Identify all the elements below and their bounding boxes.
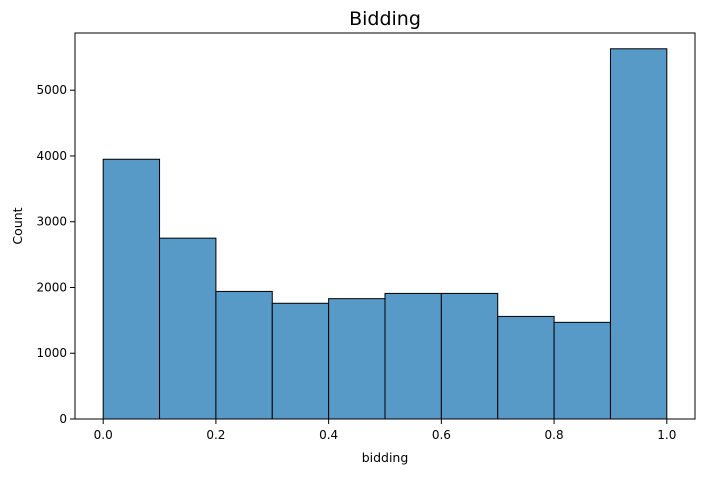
x-tick-label: 1.0	[657, 428, 676, 442]
x-tick-label: 0.4	[319, 428, 338, 442]
x-axis-ticks: 0.0 0.2 0.4 0.6 0.8 1.0	[94, 419, 676, 442]
histogram-bar	[215, 290, 273, 420]
histogram-bar	[384, 292, 442, 420]
y-axis-label: Count	[10, 207, 25, 244]
histogram-bar	[328, 298, 386, 420]
y-tick-label: 2000	[36, 280, 67, 294]
x-axis-label: bidding	[362, 450, 409, 465]
y-tick-label: 3000	[36, 215, 67, 229]
y-tick-label: 0	[59, 412, 67, 426]
y-tick-label: 1000	[36, 346, 67, 360]
plot-frame	[74, 32, 696, 420]
histogram-bar	[159, 237, 217, 420]
x-tick-label: 0.2	[206, 428, 225, 442]
y-axis-ticks: 0 1000 2000 3000 4000 5000	[36, 83, 75, 426]
x-tick-label: 0.6	[432, 428, 451, 442]
y-tick-label: 5000	[36, 83, 67, 97]
histogram-bar	[271, 302, 330, 420]
histogram-bar	[440, 292, 499, 420]
histogram-bar	[609, 48, 668, 420]
histogram-bar	[102, 158, 161, 420]
x-tick-label: 0.8	[545, 428, 564, 442]
histogram-bar	[497, 315, 555, 420]
x-tick-label: 0.0	[94, 428, 113, 442]
chart-title: Bidding	[349, 8, 421, 30]
histogram-bar	[553, 321, 611, 420]
bars-group	[102, 48, 668, 420]
y-tick-label: 4000	[36, 149, 67, 163]
